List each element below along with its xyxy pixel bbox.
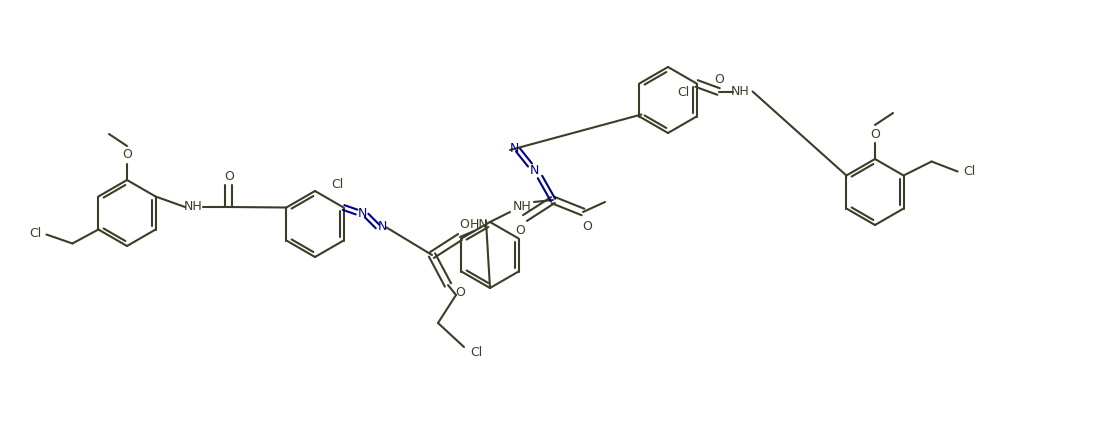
Text: O: O bbox=[714, 73, 724, 86]
Text: HN: HN bbox=[470, 219, 488, 231]
Text: O: O bbox=[583, 219, 592, 233]
Text: Cl: Cl bbox=[470, 346, 482, 360]
Text: NH: NH bbox=[183, 201, 202, 213]
Text: NH: NH bbox=[732, 85, 750, 98]
Text: N: N bbox=[377, 220, 387, 233]
Text: Cl: Cl bbox=[331, 178, 343, 190]
Text: O: O bbox=[455, 285, 465, 299]
Text: O: O bbox=[224, 170, 234, 182]
Text: O: O bbox=[459, 219, 468, 231]
Text: O: O bbox=[870, 127, 880, 141]
Text: N: N bbox=[358, 207, 367, 220]
Text: N: N bbox=[530, 164, 539, 178]
Text: Cl: Cl bbox=[963, 165, 975, 178]
Text: Cl: Cl bbox=[677, 86, 689, 98]
Text: Cl: Cl bbox=[30, 227, 42, 240]
Text: O: O bbox=[516, 224, 525, 236]
Text: N: N bbox=[509, 141, 519, 155]
Text: NH: NH bbox=[512, 199, 531, 213]
Text: O: O bbox=[122, 149, 132, 161]
